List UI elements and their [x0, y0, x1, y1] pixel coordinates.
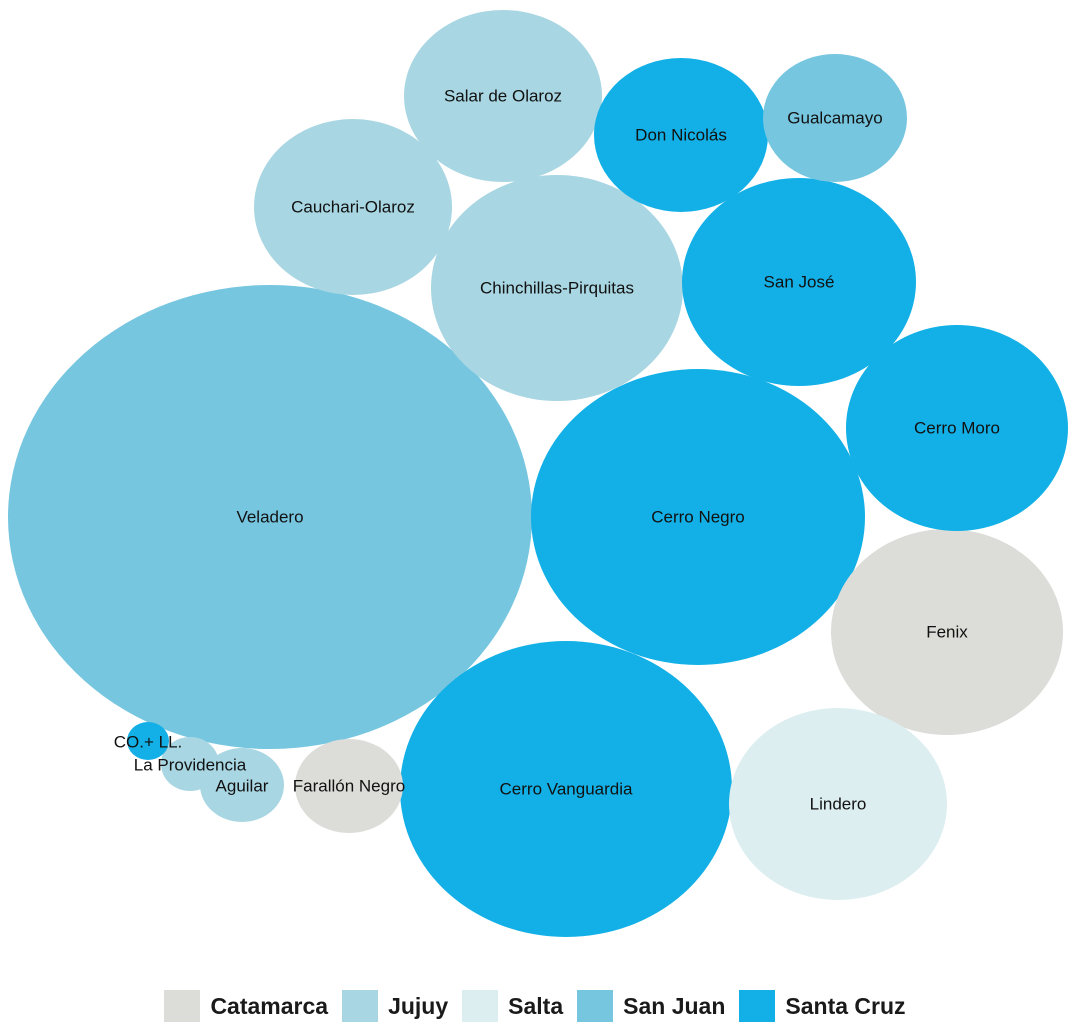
legend-swatch: [342, 990, 379, 1022]
legend-item-salta: Salta: [462, 990, 563, 1022]
bubble-salar-de-olaroz: [404, 10, 602, 182]
bubble-label-la-providencia: La Providencia: [134, 756, 247, 775]
bubble-label-cauchari-olaroz: Cauchari-Olaroz: [291, 198, 415, 217]
legend-item-catamarca: Catamarca: [164, 990, 328, 1022]
bubble-cauchari-olaroz: [254, 119, 452, 295]
bubble-la-providencia: [161, 737, 219, 791]
bubble-label-gualcamayo: Gualcamayo: [787, 109, 882, 128]
legend-label: San Juan: [623, 992, 726, 1019]
bubble-veladero: [8, 285, 532, 749]
legend: Catamarca Jujuy Salta San Juan Santa Cruz: [0, 988, 1074, 1024]
bubble-gualcamayo: [763, 54, 907, 182]
bubble-label-chinchillas-pirquitas: Chinchillas-Pirquitas: [480, 279, 634, 298]
bubble-label-cerro-moro: Cerro Moro: [914, 419, 1000, 438]
bubble-san-jose: [682, 178, 916, 386]
bubble-label-cerro-vanguardia: Cerro Vanguardia: [500, 780, 633, 799]
bubble-label-salar-de-olaroz: Salar de Olaroz: [444, 87, 562, 106]
legend-swatch: [577, 990, 614, 1022]
bubble-cerro-negro: [531, 369, 865, 665]
legend-swatch: [462, 990, 499, 1022]
bubble-cerro-vanguardia: [400, 641, 732, 937]
legend-item-jujuy: Jujuy: [342, 990, 448, 1022]
legend-swatch: [164, 990, 201, 1022]
bubble-aguilar: [200, 748, 284, 822]
bubble-label-fenix: Fenix: [926, 623, 968, 642]
bubble-co-ll: [127, 722, 169, 760]
legend-item-san-juan: San Juan: [577, 990, 725, 1022]
bubble-don-nicolas: [594, 58, 768, 212]
bubble-label-veladero: Veladero: [236, 508, 303, 527]
bubble-lindero: [729, 708, 947, 900]
legend-label: Catamarca: [210, 992, 329, 1019]
bubble-chart: Veladero Cerro Negro Cerro Vanguardia Chinc…: [8, 10, 1068, 937]
bubble-label-don-nicolas: Don Nicolás: [635, 126, 727, 145]
legend-item-santa-cruz: Santa Cruz: [739, 990, 906, 1022]
legend-label: Santa Cruz: [785, 992, 906, 1019]
bubble-label-cerro-negro: Cerro Negro: [651, 508, 745, 527]
bubble-chinchillas-pirquitas: [431, 175, 683, 401]
bubble-fenix: [831, 529, 1063, 735]
bubble-farallon-negro: [295, 739, 403, 833]
bubble-label-farallon-negro: Farallón Negro: [293, 777, 405, 796]
bubble-cerro-moro: [846, 325, 1068, 531]
bubble-label-lindero: Lindero: [810, 795, 867, 814]
bubble-label-co-ll: CO.+ LL.: [114, 733, 183, 752]
legend-label: Jujuy: [388, 992, 449, 1019]
legend-label: Salta: [508, 992, 564, 1019]
bubble-label-aguilar: Aguilar: [216, 777, 269, 796]
legend-swatch: [739, 990, 776, 1022]
bubble-label-san-jose: San José: [764, 273, 835, 292]
